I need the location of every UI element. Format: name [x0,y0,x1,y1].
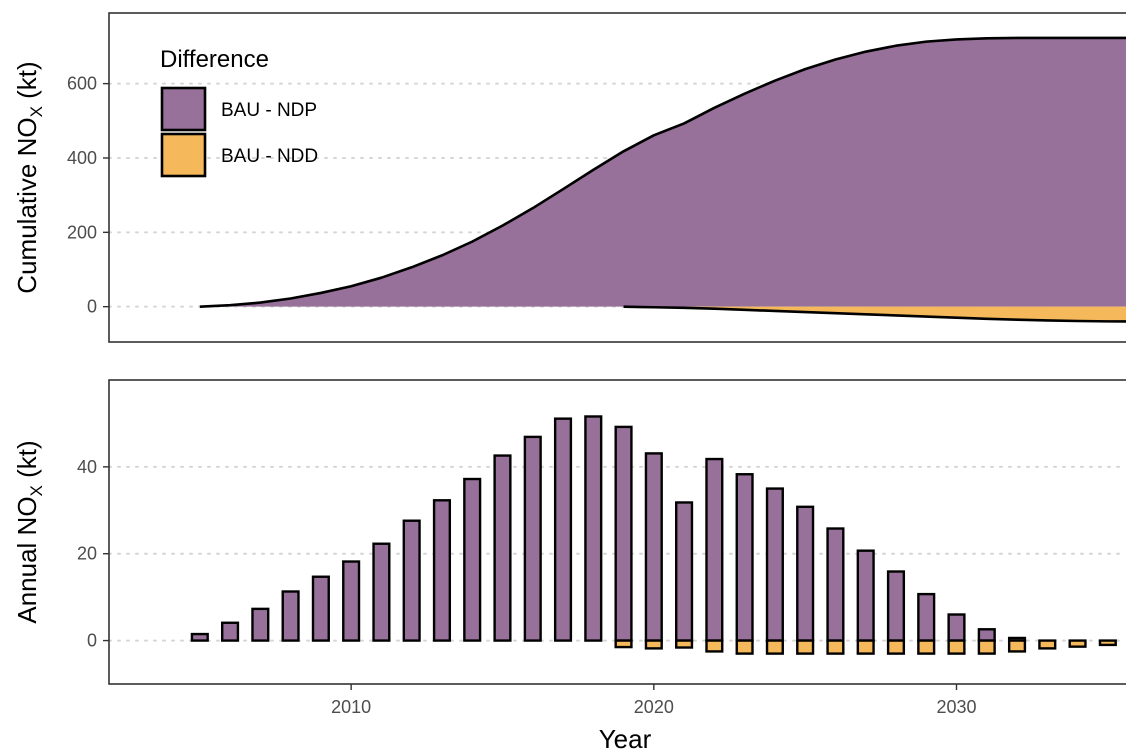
annual-bar-bau-ndd [796,639,815,655]
annual-bar-bau-ndd [826,639,845,655]
annual-bar-bau-ndd [856,639,875,655]
cumulative-line-bau-ndd [623,305,1126,323]
annual-bar-bau-ndp [584,415,603,642]
bottom-y-title-suffix: (kt) [12,440,42,485]
top-y-tick-label: 200 [67,222,97,242]
annual-bar-bau-ndd [644,639,663,650]
annual-bar-bau-ndp [221,621,240,642]
bottom-panel-border [108,379,1126,685]
bottom-y-tick-label: 20 [77,544,97,564]
annual-bar-bau-ndd [705,639,724,653]
annual-bar-bau-ndp [614,425,633,642]
legend-item: BAU - NDP [160,86,317,132]
annual-bar-bau-ndp [251,607,270,642]
annual-bar-bau-ndp [826,527,845,642]
annual-bar-bau-ndd [1007,639,1027,653]
annual-bar-bau-ndp [553,417,573,642]
top-y-title-sub: X [27,106,46,117]
x-tick-label: 2020 [634,697,674,717]
annual-bar-bau-ndd [1038,639,1057,650]
bottom-panel-bars [190,415,1117,655]
legend-item: BAU - NDD [160,132,318,178]
top-y-axis-title: Cumulative NOX (kt) [12,61,46,293]
annual-bar-bau-ndd [917,639,936,655]
legend-swatch [160,86,207,132]
annual-bar-bau-ndd [947,639,966,655]
legend-label: BAU - NDD [221,146,318,167]
annual-bar-bau-ndp [644,452,663,642]
bottom-y-title-prefix: Annual NO [12,496,42,623]
annual-bar-bau-ndp [281,590,300,642]
annual-bar-bau-ndd [977,639,996,655]
cumulative-line-bau-ndp [199,36,1126,308]
annual-bar-bau-ndp [947,613,966,642]
annual-bar-bau-ndp [735,473,754,642]
cumulative-area-bau-ndp [199,37,1126,307]
bottom-y-axis-title: Annual NOX (kt) [12,440,46,623]
legend-title: Difference [160,46,269,73]
annual-bar-bau-ndd [1068,639,1087,648]
top-y-title-prefix: Cumulative NO [12,117,42,293]
top-y-tick-label: 600 [67,74,97,94]
top-y-title-suffix: (kt) [12,61,42,106]
annual-bar-bau-ndp [796,505,815,642]
annual-bar-bau-ndd [614,639,633,649]
annual-bar-bau-ndp [311,575,330,642]
x-tick-label: 2030 [936,697,976,717]
annual-bar-bau-ndp [705,457,724,642]
annual-bar-bau-ndp [402,519,421,642]
x-axis: 2010 2020 2030 Year [331,684,977,754]
annual-bar-bau-ndp [917,592,936,642]
bottom-y-tick-label: 40 [77,457,97,477]
annual-bar-bau-ndd [675,639,694,649]
legend: Difference BAU - NDP BAU - NDD [160,46,318,178]
x-axis-title: Year [599,724,652,751]
annual-bar-bau-ndp [675,501,694,642]
x-tick-label: 2010 [331,697,371,717]
annual-bar-bau-ndp [463,477,482,642]
annual-bar-bau-ndp [523,435,542,642]
annual-bar-bau-ndd [1098,639,1117,647]
top-y-tick-label: 0 [87,297,97,317]
annual-bar-bau-ndp [432,499,452,642]
annual-bar-bau-ndp [493,454,512,642]
annual-bar-bau-ndp [886,570,906,642]
legend-swatch [160,132,207,178]
annual-bar-bau-ndp [977,628,996,642]
annual-bar-bau-ndd [886,639,906,655]
bottom-y-title-sub: X [27,485,46,496]
top-y-tick-label: 400 [67,148,97,168]
bottom-y-tick-label: 0 [87,631,97,651]
annual-bar-bau-ndp [190,632,209,642]
annual-bar-bau-ndp [765,487,784,642]
annual-bar-bau-ndp [342,560,361,642]
annual-bar-bau-ndd [735,639,754,655]
top-panel-border [108,12,1126,343]
legend-label: BAU - NDP [221,100,317,121]
top-panel-data [199,36,1126,323]
annual-bar-bau-ndd [765,639,784,655]
annual-bar-bau-ndp [372,542,391,642]
annual-bar-bau-ndp [856,549,875,642]
